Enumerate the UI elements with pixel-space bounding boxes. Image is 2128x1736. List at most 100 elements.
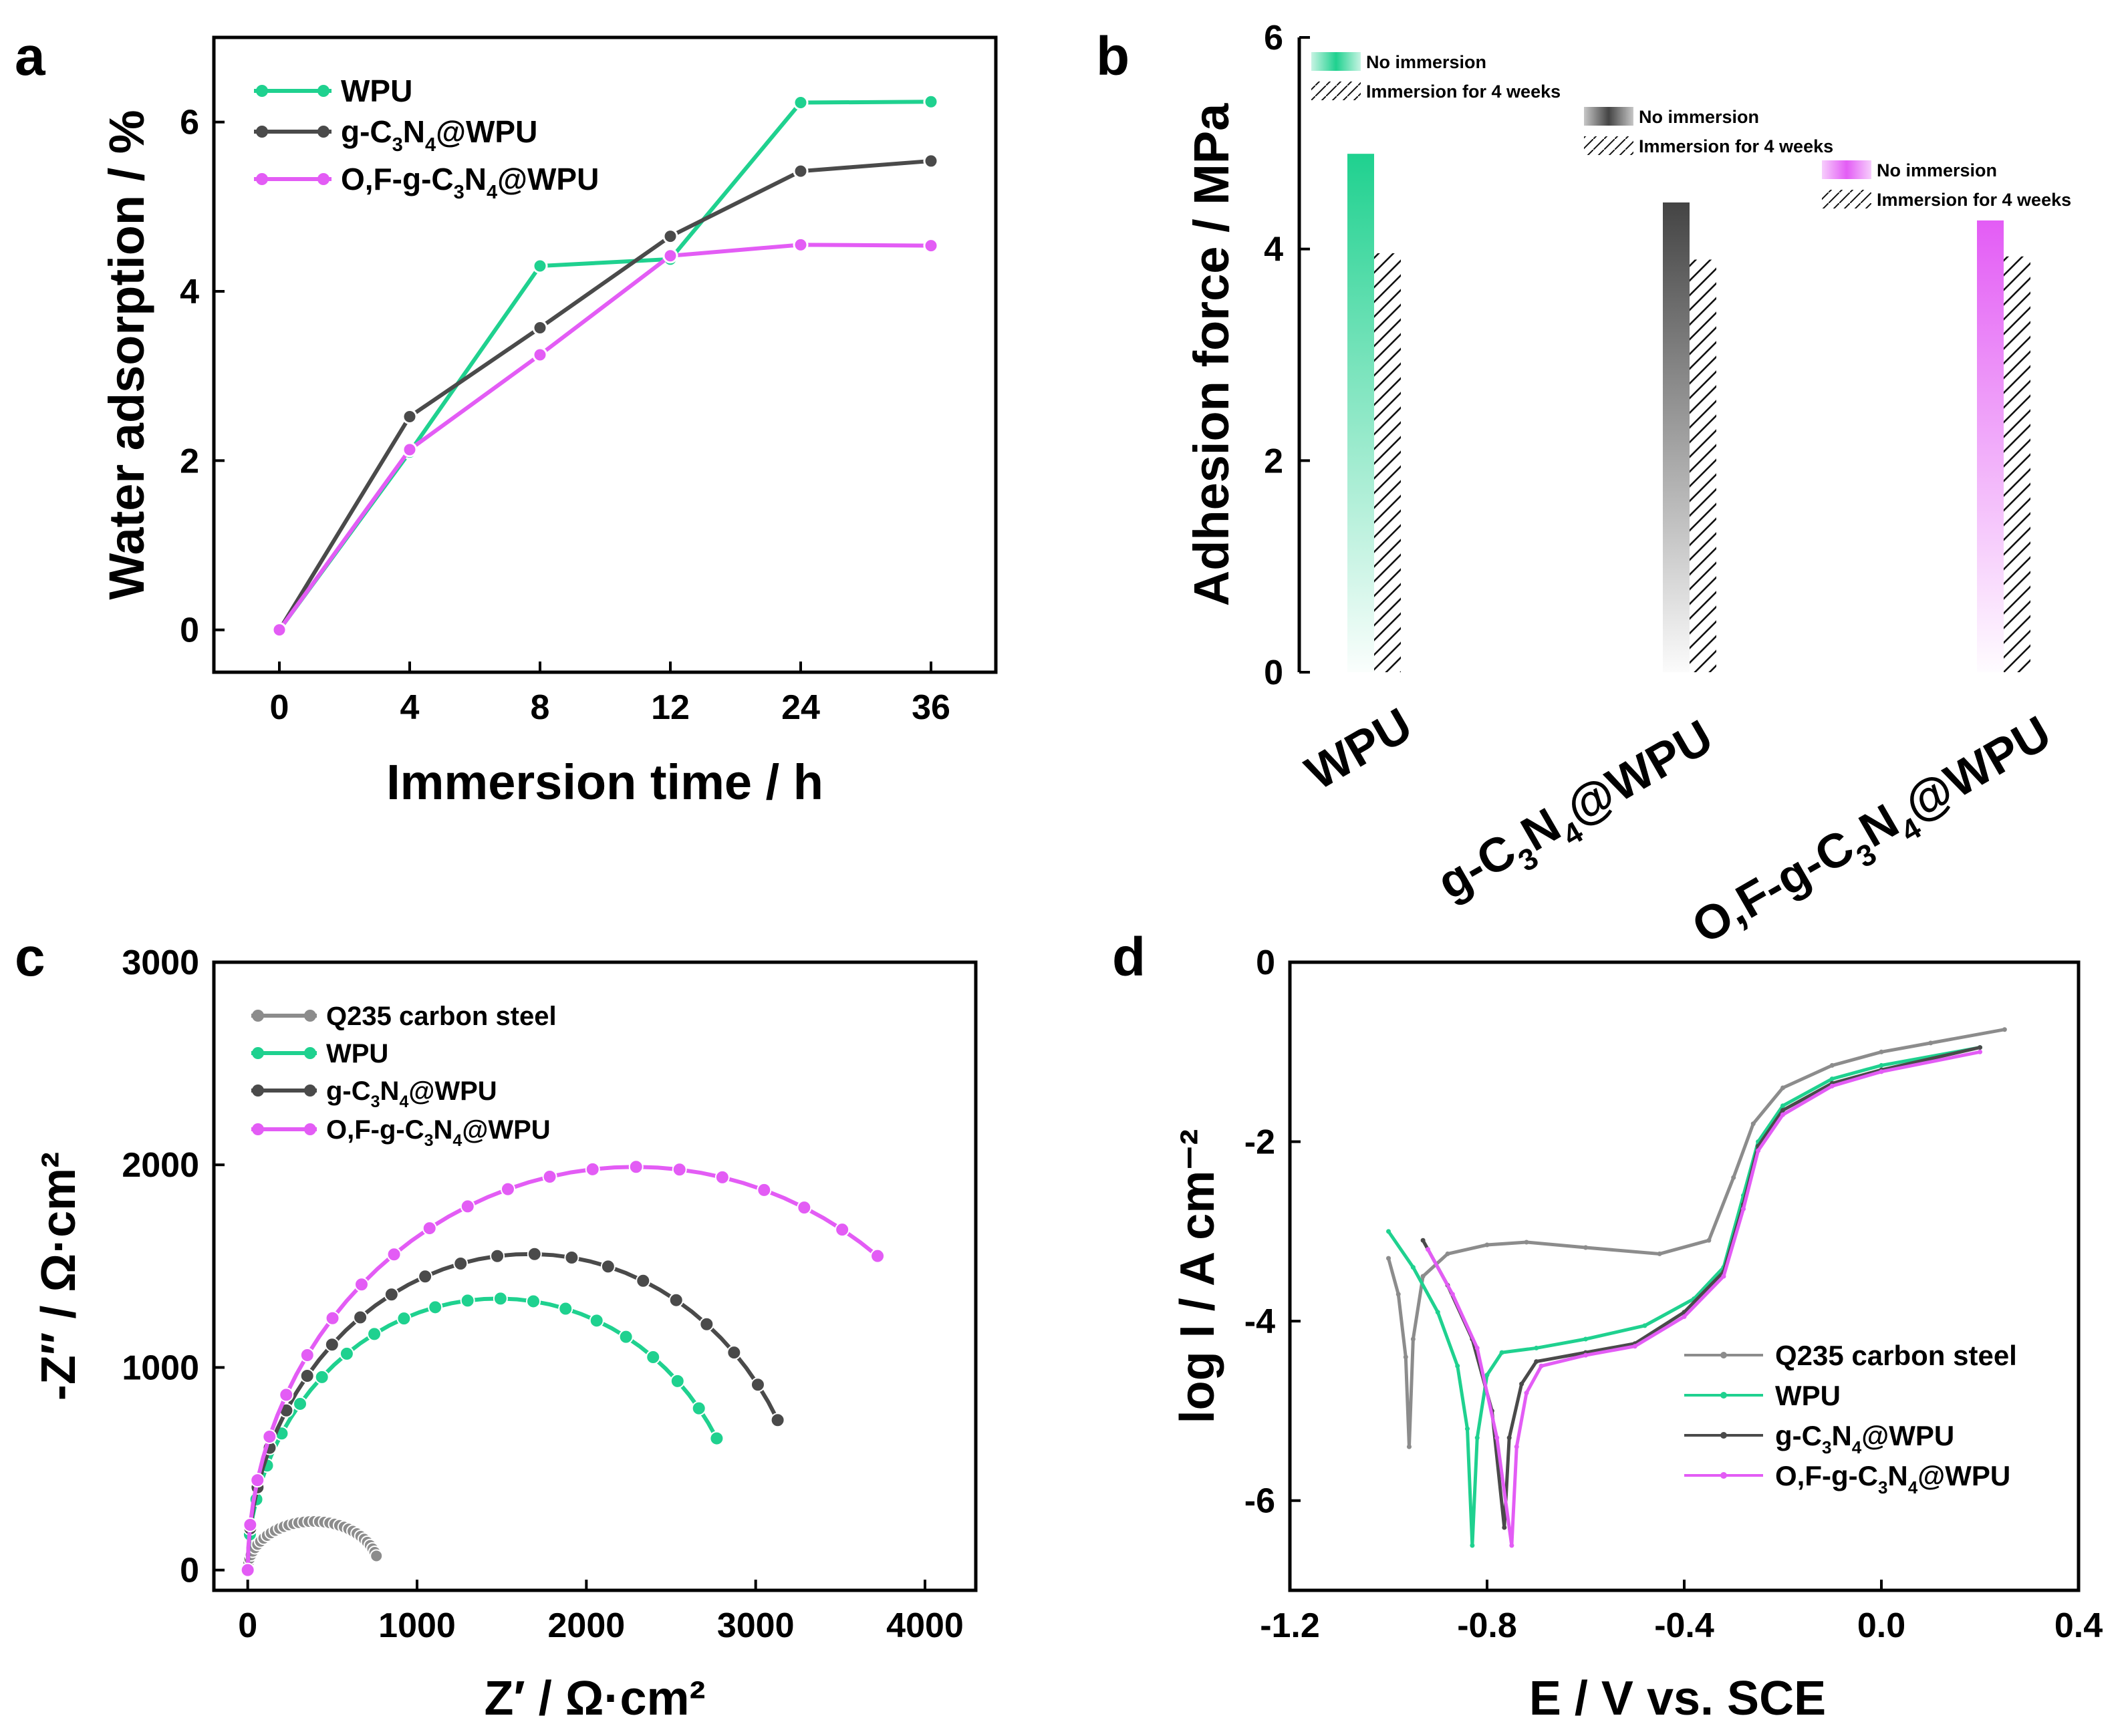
chart-b-ytick-label: 2: [1264, 442, 1283, 480]
chart-d-xtick-label: 0.0: [1857, 1606, 1905, 1645]
chart-d-point: [1682, 1314, 1687, 1319]
chart-c-point: [422, 1221, 437, 1236]
chart-c-point: [262, 1429, 277, 1444]
chart-c-point: [396, 1311, 412, 1326]
chart-c-legend-marker: [252, 1010, 264, 1022]
chart-c-point: [428, 1300, 443, 1315]
chart-a-point: [793, 237, 809, 253]
chart-c-point: [367, 1326, 382, 1342]
chart-d-line: [1387, 1028, 2005, 1447]
chart-d-ytick-label: -4: [1244, 1302, 1275, 1341]
chart-d-point: [1721, 1274, 1726, 1279]
chart-d-legend-marker: [1720, 1392, 1727, 1399]
chart-c-legend-marker: [304, 1010, 316, 1022]
chart-a-point: [271, 622, 287, 638]
chart-d: -1.2 -0.8 -0.4 0.0 0.40-2-4-6 E / V vs. SCE …: [1171, 944, 2103, 1725]
chart-a-frame: [212, 35, 998, 674]
chart-c-point: [243, 1517, 258, 1532]
chart-d-point: [1731, 1175, 1736, 1180]
chart-c-point: [835, 1222, 850, 1238]
chart-a-legend-label: O,F-g-C3N4@WPU: [341, 162, 599, 203]
chart-c-ylabel: -Z″ / Ω·cm²: [32, 1152, 86, 1401]
chart-c-point: [714, 1169, 730, 1185]
chart-d-point: [1756, 1148, 1761, 1153]
chart-b-legend-swatch-solid: [1584, 107, 1633, 126]
chart-b-legend-swatch-solid: [1822, 160, 1871, 179]
chart-c-point: [384, 1287, 399, 1302]
chart-d-point: [1750, 1121, 1756, 1127]
chart-d-ytick-label: -6: [1244, 1482, 1275, 1521]
chart-d-point: [1583, 1336, 1588, 1342]
chart-b-legend-label: No immersion: [1639, 107, 1759, 127]
chart-a-ytick-label: 4: [180, 273, 199, 311]
chart-d-legend-marker: [1720, 1472, 1727, 1479]
chart-c-legend-marker: [304, 1123, 316, 1135]
chart-d-point: [1470, 1543, 1475, 1548]
chart-c-xtick-label: 0: [238, 1606, 257, 1645]
chart-d-point: [1474, 1435, 1480, 1441]
chart-d-line: [1421, 1046, 1981, 1528]
chart-c-point: [770, 1413, 785, 1428]
chart-d-point: [1829, 1076, 1835, 1082]
chart-d-point: [1524, 1240, 1529, 1245]
chart-c-point: [526, 1294, 541, 1309]
chart-d-xtick-label: -0.8: [1457, 1606, 1517, 1645]
chart-d-point: [1879, 1062, 1884, 1068]
chart-a-ylabel: Water adsorption / %: [99, 110, 154, 599]
chart-d-point: [1978, 1049, 1982, 1054]
chart-c-point: [354, 1277, 369, 1292]
chart-c-point: [757, 1182, 772, 1197]
chart-d-point: [1829, 1083, 1835, 1089]
chart-c-point: [558, 1301, 573, 1316]
chart-d-point: [1474, 1345, 1480, 1350]
chart-b-ytick-label: 6: [1264, 19, 1283, 57]
chart-a-point: [532, 347, 548, 363]
chart-c-point: [618, 1329, 634, 1344]
chart-c-point: [493, 1291, 508, 1306]
chart-d-legend-label: Q235 carbon steel: [1775, 1340, 2017, 1371]
chart-d-line: [1387, 1046, 1980, 1546]
chart-c-xlabel: Z′ / Ω·cm²: [485, 1672, 706, 1725]
chart-a-ytick-label: 0: [180, 611, 199, 650]
chart-d-point: [1494, 1435, 1500, 1441]
chart-d-point: [1539, 1363, 1544, 1368]
chart-c-point: [870, 1248, 886, 1264]
chart-d-point: [1534, 1345, 1539, 1350]
chart-c-point: [250, 1473, 265, 1488]
chart-d-legend-label: WPU: [1775, 1380, 1841, 1411]
chart-a-legend-marker: [317, 85, 329, 97]
chart-c-point: [585, 1161, 600, 1177]
chart-a-point: [532, 258, 548, 274]
chart-b-legend-label: Immersion for 4 weeks: [1639, 136, 1833, 156]
chart-d-point: [1829, 1062, 1835, 1068]
chart-b-bar-immersion: [1374, 253, 1401, 672]
chart-c-point: [500, 1181, 515, 1197]
chart-c-legend-label: WPU: [326, 1039, 388, 1068]
chart-c-legend-marker: [304, 1047, 316, 1059]
chart-b-category-label: WPU: [1297, 698, 1421, 801]
chart-d-point: [1502, 1525, 1507, 1530]
chart-a-line: [277, 243, 932, 631]
chart-c-ytick-label: 0: [180, 1552, 199, 1590]
chart-a-ytick-label: 6: [180, 104, 199, 142]
chart-a-legend-label: WPU: [341, 74, 412, 108]
chart-d-ytick-label: -2: [1244, 1123, 1275, 1162]
chart-d-point: [1465, 1426, 1470, 1431]
chart-d-point: [1450, 1292, 1455, 1297]
chart-b-legend-swatch-hatch: [1311, 82, 1361, 100]
chart-c-point: [527, 1246, 542, 1262]
chart-c-xtick-label: 3000: [717, 1606, 795, 1645]
chart-d-point: [1403, 1354, 1408, 1360]
chart-c-frame: [212, 960, 978, 1592]
chart-b-bar-no-immersion: [1977, 220, 2004, 673]
chart-a-legend-marker: [256, 85, 268, 97]
chart-c-point: [370, 1549, 384, 1563]
chart-d-point: [1519, 1381, 1524, 1387]
chart-d-point: [1632, 1344, 1637, 1349]
chart-d-point: [1780, 1103, 1785, 1109]
chart-c-point: [797, 1200, 812, 1215]
chart-c: 0 1000 2000 3000 4000 0 1000 2000 3000 Z′ / Ω·cm…: [32, 944, 978, 1725]
chart-a-point: [402, 408, 418, 424]
chart-c-point: [240, 1562, 255, 1578]
chart-b-category-label: O,F-g-C3N4@WPU: [1684, 706, 2065, 963]
